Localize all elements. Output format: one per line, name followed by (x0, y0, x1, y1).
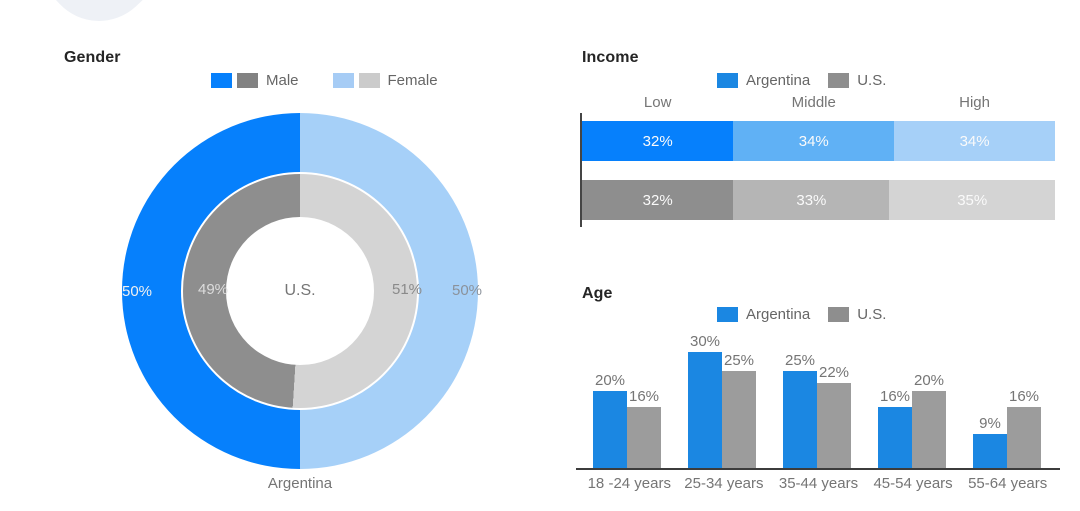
decorative-corner-shape (0, 0, 236, 44)
gender-donut-center-label: U.S. (284, 282, 316, 299)
gender-value-us-female: 51% (391, 281, 423, 298)
age-legend-label-argentina: Argentina (746, 306, 811, 323)
income-segment-low[interactable]: 32% (582, 121, 734, 161)
age-bar-value-label: 16% (879, 388, 911, 405)
income-bar-us: 32% 33% 35% (582, 180, 1055, 220)
income-header-high: High (959, 94, 990, 111)
age-bar-value-label: 9% (979, 415, 1001, 432)
income-segment-value-label: 34% (798, 132, 829, 150)
age-bar-group: 20% 16% (593, 372, 661, 469)
gender-legend-item-female[interactable]: Female (332, 72, 438, 89)
age-bar-value-label: 16% (628, 388, 660, 405)
income-segment-middle[interactable]: 34% (733, 121, 895, 161)
age-bar-group: 9% 16% (973, 388, 1041, 469)
age-bar-argentina[interactable] (593, 391, 627, 469)
age-bar-value-label: 22% (818, 364, 850, 381)
age-category-labels: 18 -24 years 25-34 years 35-44 years 45-54 … (582, 475, 1055, 492)
income-legend-label-us: U.S. (857, 72, 887, 89)
age-bar-group: 25% 22% (783, 352, 851, 469)
age-bar-value-label: 20% (913, 372, 945, 389)
age-bar-value-label: 25% (723, 352, 755, 369)
age-bar-us[interactable] (817, 383, 851, 469)
income-legend-label-argentina: Argentina (746, 72, 811, 89)
us-swatch-icon (828, 307, 850, 322)
income-segment-value-label: 34% (959, 132, 990, 150)
age-axis-line (576, 468, 1060, 470)
gender-legend-label-male: Male (266, 72, 299, 89)
gender-donut-bottom-label: Argentina (267, 475, 333, 492)
income-legend-item-us[interactable]: U.S. (828, 72, 886, 89)
age-bar-us[interactable] (1007, 407, 1041, 469)
age-chart-title: Age (582, 285, 613, 303)
age-bar-wrap-us: 16% (1007, 388, 1041, 469)
age-bar-value-label: 30% (689, 333, 721, 350)
age-bar-wrap-us: 20% (912, 372, 946, 469)
age-category-label: 35-44 years (778, 475, 859, 492)
age-bar-argentina[interactable] (973, 434, 1007, 469)
age-bar-us[interactable] (627, 407, 661, 469)
age-bar-us[interactable] (722, 371, 756, 469)
income-bar-argentina: 32% 34% 34% (582, 121, 1055, 161)
income-chart-title: Income (582, 49, 639, 67)
age-bar-us[interactable] (912, 391, 946, 469)
age-bar-wrap-argentina: 9% (973, 415, 1007, 469)
age-bar-wrap-argentina: 30% (688, 333, 722, 469)
income-segment-middle[interactable]: 33% (733, 180, 890, 220)
age-bar-group: 30% 25% (688, 333, 756, 469)
income-legend: Argentina U.S. (717, 72, 886, 89)
age-legend: Argentina U.S. (717, 306, 886, 323)
age-bar-chart: 20% 16% 30% 25% 25% 22% 16% 20% 9% 16% (593, 330, 1041, 469)
income-segment-high[interactable]: 35% (889, 180, 1055, 220)
income-category-headers: Low Middle High (582, 94, 1055, 111)
income-axis-line (580, 113, 582, 227)
argentina-swatch-icon (717, 73, 738, 88)
gender-value-argentina-female: 50% (451, 282, 483, 299)
age-category-label: 45-54 years (873, 475, 953, 492)
age-bar-wrap-us: 25% (722, 352, 756, 469)
age-legend-label-us: U.S. (857, 306, 887, 323)
income-segment-value-label: 32% (642, 132, 673, 150)
age-category-label: 55-64 years (968, 475, 1048, 492)
age-bar-wrap-us: 16% (627, 388, 661, 469)
gender-legend-item-male[interactable]: Male (211, 72, 299, 89)
age-bar-value-label: 25% (784, 352, 816, 369)
male-us-swatch-icon (237, 73, 258, 88)
gender-value-us-male: 49% (197, 281, 229, 298)
income-segment-high[interactable]: 34% (894, 121, 1055, 161)
female-argentina-swatch-icon (332, 73, 354, 88)
age-bar-argentina[interactable] (688, 352, 722, 469)
gender-legend: Male Female (211, 72, 438, 89)
income-segment-value-label: 35% (957, 191, 988, 209)
age-category-label: 18 -24 years (587, 475, 671, 492)
female-us-swatch-icon (358, 73, 380, 88)
age-bar-argentina[interactable] (783, 371, 817, 469)
age-legend-item-argentina[interactable]: Argentina (717, 306, 810, 323)
age-bar-wrap-us: 22% (817, 364, 851, 469)
income-segment-low[interactable]: 32% (582, 180, 734, 220)
income-header-middle: Middle (791, 94, 836, 111)
income-legend-item-argentina[interactable]: Argentina (717, 72, 810, 89)
us-swatch-icon (828, 73, 850, 88)
age-bar-value-label: 20% (594, 372, 626, 389)
gender-value-argentina-male: 50% (121, 283, 153, 300)
age-bar-wrap-argentina: 20% (593, 372, 627, 469)
gender-chart-title: Gender (64, 49, 121, 67)
gender-donut-chart: U.S. (122, 113, 478, 469)
age-legend-item-us[interactable]: U.S. (828, 306, 886, 323)
income-segment-value-label: 33% (796, 191, 827, 209)
age-bar-argentina[interactable] (878, 407, 912, 469)
male-argentina-swatch-icon (211, 73, 232, 88)
income-segment-value-label: 32% (642, 191, 673, 209)
income-header-low: Low (643, 94, 672, 111)
age-category-label: 25-34 years (684, 475, 764, 492)
age-bar-group: 16% 20% (878, 372, 946, 469)
gender-legend-label-female: Female (387, 72, 438, 89)
age-bar-value-label: 16% (1008, 388, 1040, 405)
age-bar-wrap-argentina: 16% (878, 388, 912, 469)
gender-donut-center: U.S. (226, 217, 374, 365)
argentina-swatch-icon (717, 307, 738, 322)
age-bar-wrap-argentina: 25% (783, 352, 817, 469)
